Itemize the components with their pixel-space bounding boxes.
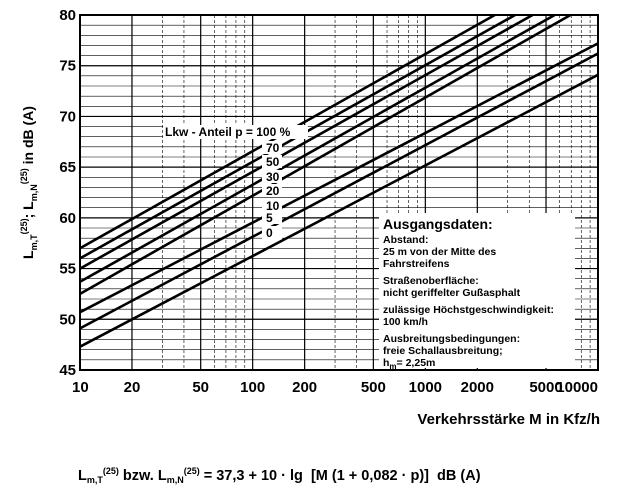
y-tick-label: 60 xyxy=(59,210,76,227)
info-box: Ausgangsdaten: Abstand: 25 m von der Mit… xyxy=(379,213,575,371)
plot-frame xyxy=(79,14,599,371)
info-line: hm= 2,25m xyxy=(383,357,436,372)
y-tick-label: 70 xyxy=(59,108,76,125)
info-line: freie Schallausbreitung; xyxy=(383,345,503,357)
info-group-surface: Straßenoberfläche: nicht geriffelter Guß… xyxy=(383,275,571,299)
y-tick-label: 45 xyxy=(59,362,76,379)
formula: Lm,T(25) bzw. Lm,N(25) = 37,3 + 10 · lg … xyxy=(78,466,481,485)
series-label-bg xyxy=(262,141,282,154)
series-line-p10 xyxy=(79,42,599,314)
info-line: Ausbreitungsbedingungen: xyxy=(383,333,521,345)
series-line-p50 xyxy=(79,13,534,270)
info-group-propagation: Ausbreitungsbedingungen: freie Schallaus… xyxy=(383,333,571,373)
info-line: 100 km/h xyxy=(383,316,428,328)
series-label-bg xyxy=(262,211,282,224)
x-tick-label: 1000 xyxy=(409,379,442,396)
info-line: zulässige Höchstgeschwindigkeit: xyxy=(383,304,554,316)
legend-title: Lkw - Anteil p = 100 % xyxy=(165,125,291,139)
x-tick-label: 5000 xyxy=(529,379,562,396)
x-tick-label: 200 xyxy=(292,379,317,396)
series-label-p10: 10 xyxy=(266,199,280,213)
series-line-p5 xyxy=(79,52,599,330)
series-line-p0 xyxy=(79,73,599,348)
series-label-p30: 30 xyxy=(266,170,280,184)
y-tick-labels: 45 50 55 60 65 70 75 80 xyxy=(59,7,76,379)
series-label-bg xyxy=(262,170,282,183)
legend-title-bg xyxy=(163,125,308,139)
series-label-p20: 20 xyxy=(266,184,280,198)
x-axis-title: Verkehrsstärke M in Kfz/h xyxy=(417,411,600,428)
info-line: Straßenoberfläche: xyxy=(383,275,479,287)
series-label-bg xyxy=(262,184,282,197)
y-tick-label: 75 xyxy=(59,58,76,75)
series-line-p20 xyxy=(79,13,572,296)
y-axis-title: Lm,T(25); Lm,N(25) in dB (A) xyxy=(19,106,39,259)
series-label-p5: 5 xyxy=(266,211,273,225)
x-tick-label: 20 xyxy=(124,379,141,396)
series-label-bg xyxy=(262,155,282,168)
series-line-p30 xyxy=(79,13,556,283)
x-tick-label: 10 xyxy=(72,379,89,396)
info-group-distance: Abstand: 25 m von der Mitte des Fahrstre… xyxy=(383,234,571,270)
info-line: nicht geriffelter Gußasphalt xyxy=(383,287,521,299)
x-tick-label: 500 xyxy=(361,379,386,396)
info-line: Fahrstreifens xyxy=(383,258,450,270)
y-tick-label: 55 xyxy=(59,261,76,278)
info-group-speed: zulässige Höchstgeschwindigkeit: 100 km/… xyxy=(383,304,571,328)
series-label-p0: 0 xyxy=(266,226,273,240)
y-tick-label: 50 xyxy=(59,311,76,328)
series-label-p50: 50 xyxy=(266,155,280,169)
series-label-bg xyxy=(262,199,282,212)
x-tick-label: 10000 xyxy=(556,379,598,396)
y-tick-label: 65 xyxy=(59,159,76,176)
y-tick-label: 80 xyxy=(59,7,76,24)
info-line: Abstand: xyxy=(383,234,429,246)
series-lines xyxy=(79,13,599,348)
x-tick-label: 2000 xyxy=(461,379,494,396)
info-line: 25 m von der Mitte des xyxy=(383,246,497,258)
series-label-p70: 70 xyxy=(266,141,280,155)
x-tick-label: 100 xyxy=(240,379,265,396)
info-title: Ausgangsdaten: xyxy=(383,216,493,232)
x-tick-label: 50 xyxy=(192,379,209,396)
series-label-bg xyxy=(262,226,282,239)
